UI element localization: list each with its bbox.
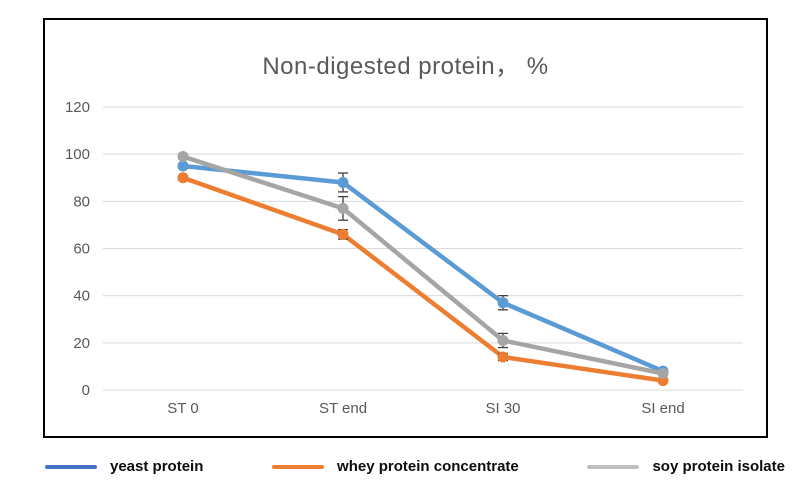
- data-point-marker: [497, 334, 509, 346]
- series-line: [180, 175, 666, 383]
- y-axis-tick-label: 120: [65, 99, 90, 116]
- x-axis-category-label: SI end: [641, 400, 684, 417]
- chart-frame: Non-digested protein， % 0 20 40 60 80 100 120 S…: [43, 18, 768, 438]
- data-point-marker: [497, 297, 509, 309]
- series-line: [180, 154, 666, 376]
- data-point-marker: [337, 228, 349, 240]
- series-line: [180, 163, 666, 374]
- data-point-marker: [177, 172, 189, 184]
- legend-label: whey protein concentrate: [337, 458, 519, 475]
- data-point-marker: [337, 202, 349, 214]
- x-axis-category-label: SI 30: [485, 400, 520, 417]
- legend-label: soy protein isolate: [652, 458, 785, 475]
- chart-title: Non-digested protein， %: [262, 53, 549, 80]
- y-axis-tick-label: 40: [73, 288, 90, 305]
- legend-item-whey-protein-concentrate: whey protein concentrate: [272, 458, 519, 475]
- legend-item-soy-protein-isolate: soy protein isolate: [587, 458, 785, 475]
- y-axis-tick-label: 20: [73, 335, 90, 352]
- line-plot: 0 20 40 60 80 100 120 ST 0 ST end SI 30 SI end: [65, 99, 743, 417]
- x-axis-category-label: ST end: [319, 400, 367, 417]
- data-point-marker: [337, 176, 349, 188]
- legend-line-swatch: [45, 464, 97, 469]
- y-axis-tick-label: 100: [65, 146, 90, 163]
- data-point-marker: [497, 351, 509, 363]
- chart-legend: yeast protein whey protein concentrate soy…: [45, 458, 785, 475]
- y-axis-tick-label: 80: [73, 193, 90, 210]
- x-axis-category-label: ST 0: [167, 400, 198, 417]
- legend-line-swatch: [587, 464, 640, 469]
- y-axis-tick-label: 0: [82, 382, 90, 399]
- legend-line-swatch: [272, 464, 325, 469]
- data-point-marker: [177, 151, 189, 163]
- data-point-marker: [177, 160, 189, 172]
- legend-item-yeast-protein: yeast protein: [45, 458, 203, 475]
- legend-label: yeast protein: [110, 458, 204, 475]
- y-axis-tick-label: 60: [73, 241, 90, 258]
- data-point-marker: [657, 367, 669, 379]
